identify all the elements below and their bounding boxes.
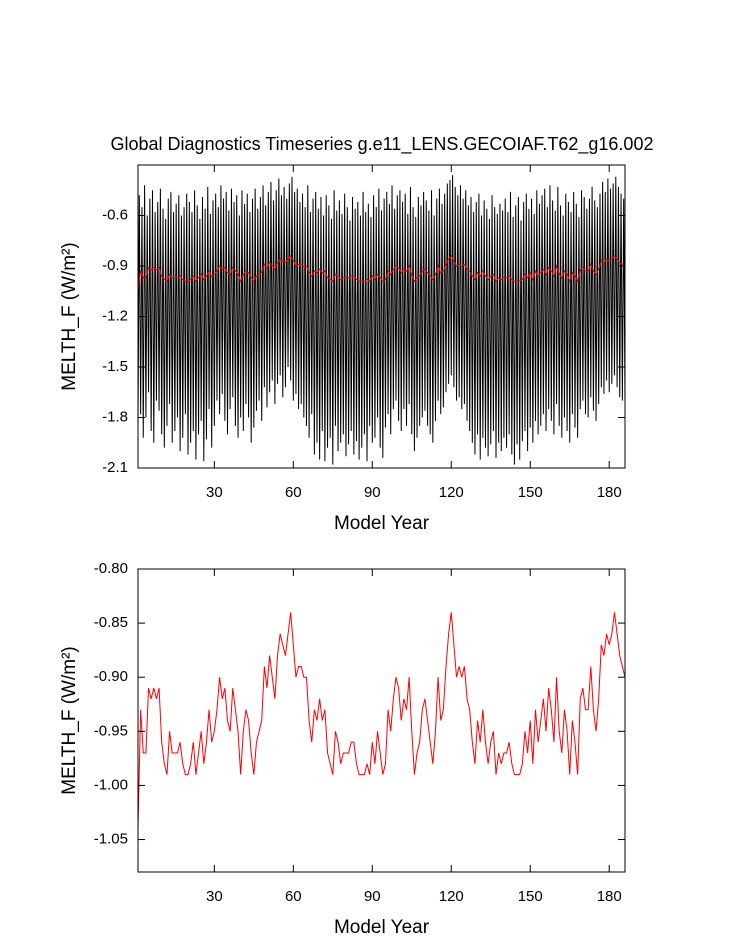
x-tick-label: 150 — [518, 888, 543, 905]
x-tick-label: 30 — [206, 888, 223, 905]
y-tick-label: -0.80 — [94, 560, 128, 577]
y-tick-label: -1.5 — [102, 358, 128, 375]
x-tick-label: 180 — [597, 484, 622, 501]
y-tick-label: -1.8 — [102, 408, 128, 425]
x-tick-label: 60 — [285, 888, 302, 905]
y-tick-label: -0.95 — [94, 722, 128, 739]
data-line — [138, 254, 625, 290]
x-tick-label: 150 — [518, 484, 543, 501]
plot-frame — [137, 568, 626, 873]
x-tick-label: 30 — [206, 484, 223, 501]
y-tick-label: -1.2 — [102, 307, 128, 324]
y-tick-label: -0.90 — [94, 668, 128, 685]
x-tick-label: 90 — [364, 484, 381, 501]
x-axis-label: Model Year — [334, 917, 430, 938]
x-axis-label: Model Year — [334, 513, 430, 534]
x-tick-label: 180 — [597, 888, 622, 905]
y-tick-label: -1.05 — [94, 831, 128, 848]
y-tick-label: -1.00 — [94, 776, 128, 793]
y-axis-label: MELTH_F (W/m²) — [59, 646, 80, 794]
x-tick-label: 120 — [439, 484, 464, 501]
y-tick-label: -0.85 — [94, 614, 128, 631]
y-tick-label: -0.6 — [102, 206, 128, 223]
data-line — [138, 612, 625, 829]
x-tick-label: 60 — [285, 484, 302, 501]
plot-panel: 30 60 90 120 150 180 -2.1 -1.8 -1.5 -1.2 -0.9 -0.6 M… — [59, 164, 626, 534]
x-tick-label: 90 — [364, 888, 381, 905]
y-axis-label: MELTH_F (W/m²) — [59, 242, 80, 390]
y-tick-label: -0.9 — [102, 257, 128, 274]
y-tick-label: -2.1 — [102, 459, 128, 476]
data-line — [138, 175, 625, 465]
x-tick-label: 120 — [439, 888, 464, 905]
plot-panel: 30 60 90 120 150 180 -0.80 -0.85 -0.90 -0.95 -1.00… — [59, 560, 626, 938]
chart-title: Global Diagnostics Timeseries g.e11_LENS… — [111, 134, 654, 155]
